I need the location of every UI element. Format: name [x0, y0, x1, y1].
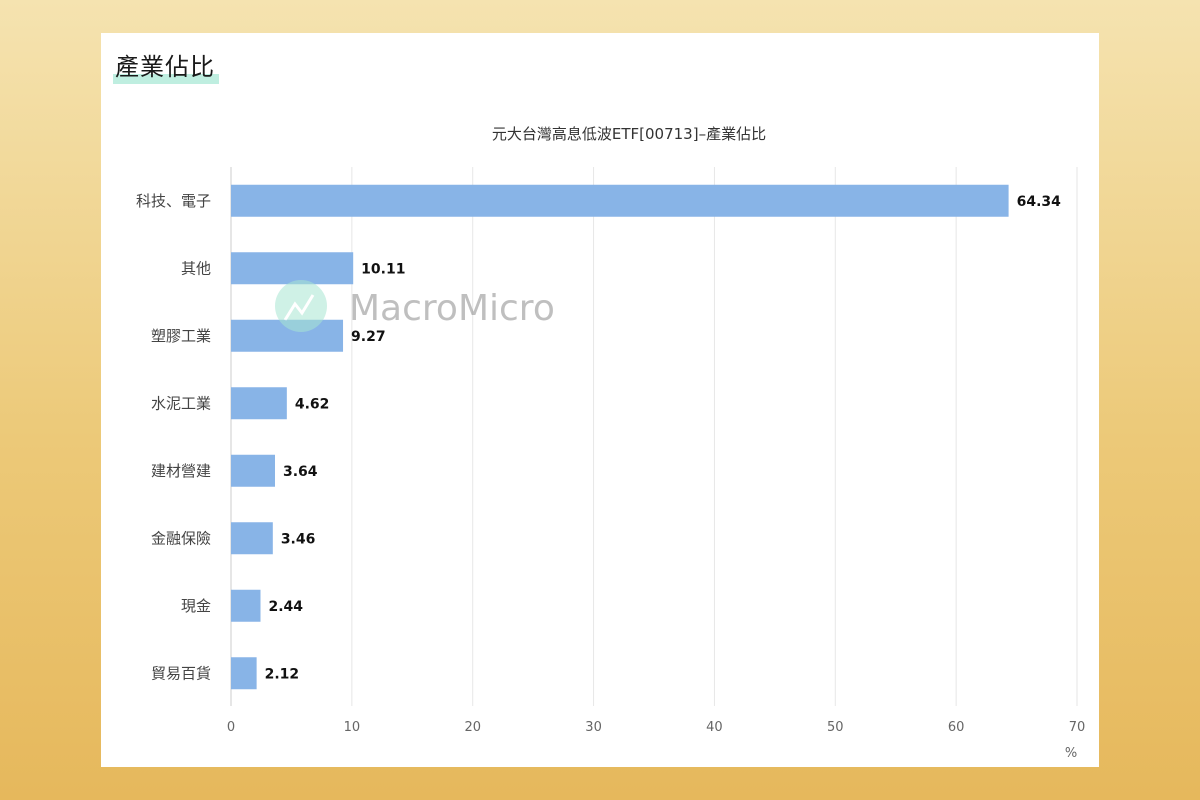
- section-title: 產業佔比: [113, 47, 219, 84]
- chart-card: 產業佔比 元大台灣高息低波ETF[00713]–產業佔比 0 10 20 30 40 50 6…: [101, 33, 1099, 767]
- x-tick-label: 30: [585, 720, 602, 735]
- x-tick-label: 50: [827, 720, 844, 735]
- x-tick-label: 40: [706, 720, 723, 735]
- bar: [231, 589, 261, 622]
- category-label: 其他: [181, 259, 211, 277]
- bar: [231, 252, 354, 285]
- chart-title: 元大台灣高息低波ETF[00713]–產業佔比: [492, 125, 766, 143]
- data-label: 4.62: [295, 396, 330, 412]
- category-label: 金融保險: [151, 529, 211, 547]
- data-label: 64.34: [1017, 194, 1062, 210]
- category-label: 建材營建: [151, 462, 211, 480]
- bar: [231, 657, 257, 690]
- category-label: 現金: [181, 597, 211, 615]
- data-label: 10.11: [361, 261, 405, 277]
- data-label: 2.44: [268, 599, 303, 615]
- bar-chart: 元大台灣高息低波ETF[00713]–產業佔比 0 10 20 30 40 50 60 70% 科…: [136, 125, 1086, 761]
- x-tick-label: 70: [1069, 720, 1086, 735]
- x-unit-label: %: [1065, 746, 1077, 761]
- data-label: 2.12: [265, 666, 300, 682]
- x-tick-label: 10: [344, 720, 361, 735]
- bar: [231, 522, 273, 555]
- category-label: 貿易百貨: [151, 664, 211, 682]
- category-label: 塑膠工業: [151, 327, 211, 345]
- data-label: 3.46: [281, 531, 316, 547]
- x-tick-label: 0: [227, 720, 235, 735]
- bar: [231, 184, 1009, 217]
- bar: [231, 387, 287, 420]
- bar: [231, 454, 275, 487]
- data-label: 3.64: [283, 464, 318, 480]
- category-label: 水泥工業: [151, 394, 211, 412]
- data-label: 9.27: [351, 329, 386, 345]
- x-tick-label: 60: [948, 720, 965, 735]
- watermark-logo-icon: [275, 280, 327, 332]
- x-tick-label: 20: [464, 720, 481, 735]
- category-label: 科技、電子: [136, 192, 211, 210]
- watermark-text: MacroMicro: [349, 288, 555, 329]
